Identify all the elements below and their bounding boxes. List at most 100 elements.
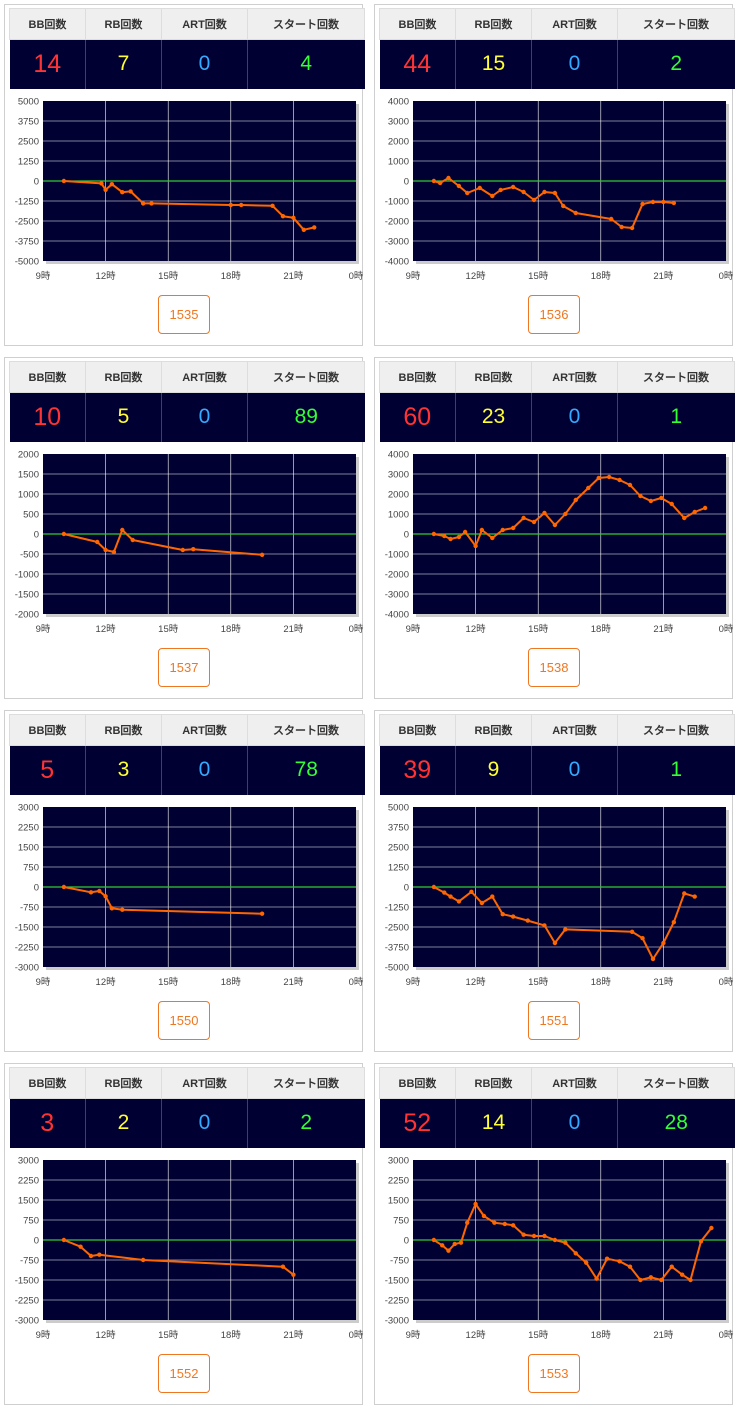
y-tick-label: -2250 bbox=[15, 943, 39, 954]
y-tick-label: -3000 bbox=[385, 1316, 409, 1327]
art-header: ART回数 bbox=[161, 8, 248, 40]
x-tick-label: 18時 bbox=[591, 1330, 612, 1340]
machine-number-button[interactable]: 1536 bbox=[528, 295, 580, 334]
x-tick-label: 0時 bbox=[349, 624, 364, 634]
data-point bbox=[239, 202, 244, 208]
y-tick-label: 750 bbox=[23, 1216, 39, 1227]
y-tick-label: 2250 bbox=[18, 1176, 39, 1187]
data-point bbox=[648, 498, 654, 504]
bb-header: BB回数 bbox=[379, 714, 456, 746]
data-point bbox=[709, 1225, 714, 1231]
rb-header: RB回数 bbox=[455, 8, 532, 40]
rb-header: RB回数 bbox=[85, 361, 162, 393]
data-point bbox=[638, 1277, 643, 1283]
bb-count: 5 bbox=[9, 745, 86, 795]
bb-count: 60 bbox=[379, 392, 456, 442]
y-tick-label: 0 bbox=[34, 177, 39, 188]
x-tick-label: 9時 bbox=[406, 624, 421, 634]
series-line bbox=[433, 1203, 713, 1281]
stats-table: BB回数 RB回数 ART回数 スタート回数 39 9 0 1 bbox=[379, 714, 735, 795]
data-point bbox=[99, 181, 104, 186]
machine-number-button[interactable]: 1535 bbox=[158, 295, 210, 334]
machine-number-button[interactable]: 1551 bbox=[528, 1001, 580, 1040]
y-tick-label: 2250 bbox=[388, 1176, 409, 1187]
rb-count: 9 bbox=[455, 745, 532, 795]
stats-table: BB回数 RB回数 ART回数 スタート回数 10 5 0 89 bbox=[9, 361, 365, 442]
y-tick-label: 3750 bbox=[18, 117, 39, 128]
y-tick-label: -4000 bbox=[385, 610, 409, 621]
x-tick-label: 9時 bbox=[406, 977, 421, 987]
y-tick-label: 0 bbox=[404, 883, 409, 894]
rb-header: RB回数 bbox=[85, 1067, 162, 1099]
y-tick-label: 3000 bbox=[18, 803, 39, 814]
y-tick-label: 3750 bbox=[388, 823, 409, 834]
data-point bbox=[458, 1240, 464, 1245]
x-tick-label: 21時 bbox=[283, 271, 304, 281]
x-tick-label: 9時 bbox=[36, 271, 51, 281]
data-point bbox=[510, 184, 516, 190]
x-tick-label: 12時 bbox=[96, 271, 117, 281]
data-point bbox=[648, 1275, 654, 1280]
data-point bbox=[469, 889, 474, 894]
y-tick-label: -2000 bbox=[385, 570, 409, 581]
data-point bbox=[525, 918, 530, 923]
x-tick-label: 0時 bbox=[349, 977, 364, 987]
machine-number-button[interactable]: 1538 bbox=[528, 648, 580, 687]
bb-header: BB回数 bbox=[379, 8, 456, 40]
art-count: 0 bbox=[531, 745, 618, 795]
y-tick-label: 2000 bbox=[18, 450, 39, 461]
data-point bbox=[679, 1272, 685, 1277]
data-point bbox=[702, 505, 708, 511]
x-tick-label: 15時 bbox=[528, 1330, 549, 1340]
x-tick-label: 18時 bbox=[221, 1330, 242, 1340]
data-point bbox=[692, 894, 697, 899]
data-point bbox=[109, 906, 115, 911]
data-point bbox=[619, 224, 624, 230]
data-point bbox=[573, 497, 578, 503]
data-point bbox=[650, 956, 656, 962]
data-point bbox=[88, 1253, 94, 1259]
data-point bbox=[103, 894, 108, 899]
machine-number-button[interactable]: 1553 bbox=[528, 1354, 580, 1393]
data-point bbox=[456, 899, 462, 904]
data-point bbox=[640, 201, 645, 207]
data-point bbox=[477, 185, 482, 191]
data-point bbox=[552, 940, 558, 946]
x-tick-label: 12時 bbox=[466, 271, 487, 281]
y-tick-label: -1000 bbox=[15, 570, 39, 581]
data-point bbox=[446, 175, 451, 181]
bb-count: 39 bbox=[379, 745, 456, 795]
machine-number-button[interactable]: 1537 bbox=[158, 648, 210, 687]
data-point bbox=[661, 199, 666, 205]
series-line bbox=[433, 177, 674, 229]
data-point bbox=[542, 1233, 547, 1239]
data-point bbox=[473, 543, 478, 549]
bb-header: BB回数 bbox=[9, 361, 86, 393]
data-point bbox=[490, 193, 495, 199]
data-point bbox=[452, 1241, 457, 1247]
data-point bbox=[140, 1257, 146, 1263]
y-tick-label: -750 bbox=[390, 1256, 409, 1267]
x-tick-label: 15時 bbox=[528, 624, 549, 634]
data-point bbox=[594, 1276, 599, 1281]
y-tick-label: -1250 bbox=[385, 903, 409, 914]
payout-chart: 5000 3750 2500 1250 0 -1250 -2500 -3750 -5000 9時 1… bbox=[385, 803, 734, 988]
data-point bbox=[552, 190, 558, 196]
rb-count: 5 bbox=[85, 392, 162, 442]
y-tick-label: 5000 bbox=[18, 97, 39, 108]
data-point bbox=[627, 482, 633, 488]
art-header: ART回数 bbox=[161, 714, 248, 746]
art-header: ART回数 bbox=[531, 361, 618, 393]
y-tick-label: -2000 bbox=[385, 217, 409, 228]
data-point bbox=[492, 1220, 497, 1225]
bb-header: BB回数 bbox=[9, 8, 86, 40]
y-tick-label: 1250 bbox=[388, 863, 409, 874]
series-line bbox=[433, 886, 695, 960]
y-tick-label: -5000 bbox=[385, 963, 409, 974]
data-point bbox=[456, 534, 462, 540]
y-tick-label: 3000 bbox=[388, 117, 409, 128]
rb-count: 15 bbox=[455, 39, 532, 89]
machine-number-button[interactable]: 1550 bbox=[158, 1001, 210, 1040]
data-point bbox=[617, 477, 622, 483]
machine-number-button[interactable]: 1552 bbox=[158, 1354, 210, 1393]
